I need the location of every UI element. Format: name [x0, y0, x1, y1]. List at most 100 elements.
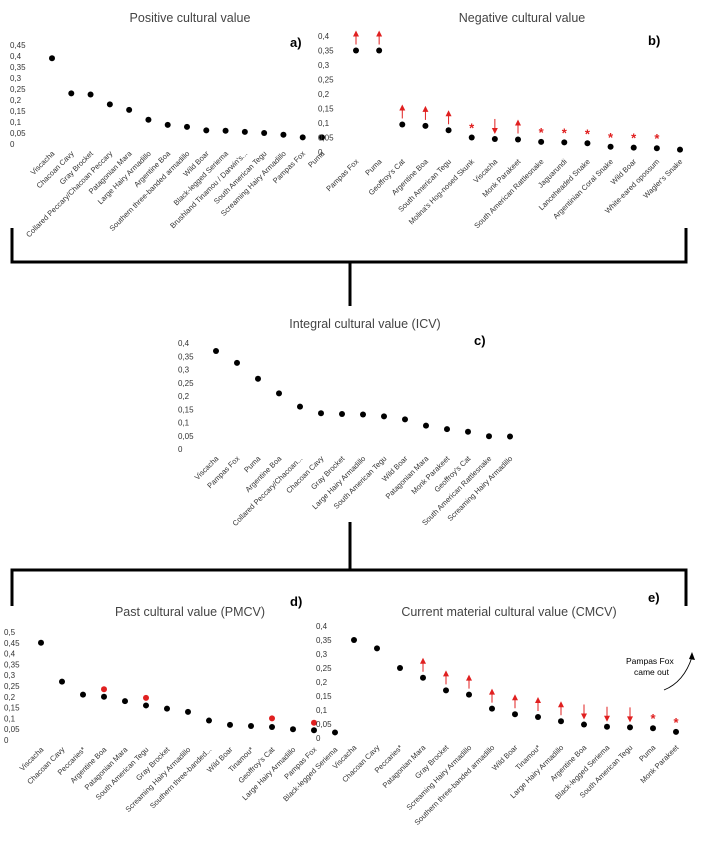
chart-title: Positive cultural value	[130, 11, 251, 25]
x-tick-label: Puma	[306, 148, 327, 169]
y-tick-label: 0,35	[318, 47, 334, 56]
y-tick-label: 0,4	[318, 32, 330, 41]
data-point	[122, 698, 128, 705]
y-tick-label: 0,2	[178, 392, 190, 401]
data-point	[561, 139, 568, 146]
asterisk-marker: *	[608, 130, 614, 145]
highlight-point	[143, 694, 149, 701]
data-point	[353, 47, 359, 54]
y-tick-label: 0,15	[4, 704, 20, 713]
data-point	[184, 123, 190, 130]
data-point	[87, 91, 94, 98]
data-point	[466, 691, 472, 698]
y-tick-label: 0,15	[178, 405, 194, 414]
data-point	[491, 135, 498, 142]
data-point	[558, 718, 564, 725]
asterisk-marker: *	[631, 131, 637, 146]
up-arrowhead	[399, 104, 406, 111]
y-tick-label: 0,4	[316, 622, 328, 631]
data-point	[420, 674, 426, 681]
y-tick-label: 0	[318, 148, 323, 157]
data-point	[653, 145, 660, 152]
data-point	[276, 390, 282, 397]
chart-title: Current material cultural value (CMCV)	[401, 605, 616, 619]
up-arrowhead	[515, 119, 521, 126]
up-arrowhead	[376, 30, 383, 37]
y-tick-label: 0,25	[178, 379, 194, 388]
asterisk-marker: *	[562, 125, 568, 140]
y-tick-label: 0,4	[178, 339, 190, 348]
data-point	[280, 131, 287, 138]
data-point	[227, 721, 233, 728]
down-arrowhead	[491, 127, 498, 134]
data-point	[584, 140, 591, 147]
y-tick-label: 0,05	[316, 720, 332, 729]
data-point	[49, 55, 55, 62]
data-point	[443, 687, 449, 694]
data-point	[126, 106, 133, 113]
data-point	[538, 138, 545, 145]
data-point	[80, 691, 86, 698]
data-point	[581, 721, 587, 728]
x-tick-label: Pampas Fox	[324, 157, 360, 193]
data-point	[213, 347, 219, 354]
y-tick-label: 0,2	[4, 693, 16, 702]
data-point	[241, 128, 248, 135]
down-arrowhead	[627, 716, 633, 723]
data-point	[650, 725, 656, 732]
y-tick-label: 0,4	[10, 52, 22, 61]
asterisk-marker: *	[654, 131, 660, 146]
data-point	[535, 714, 541, 720]
up-arrowhead	[466, 674, 472, 681]
y-tick-label: 0,15	[316, 692, 332, 701]
up-arrowhead	[420, 657, 426, 664]
asterisk-marker: *	[469, 121, 475, 136]
y-tick-label: 0,2	[10, 96, 22, 105]
chart-panel-b: Negative cultural value b) 0 0,05 0,1 0,15 0,2…	[318, 11, 684, 230]
data-point	[423, 422, 429, 429]
y-tick-label: 0,05	[4, 725, 20, 734]
y-tick-label: 0	[178, 445, 183, 454]
data-point	[234, 359, 240, 366]
y-tick-label: 0,4	[4, 650, 16, 659]
data-point	[445, 127, 452, 134]
up-arrowhead	[489, 688, 495, 695]
chart-panel-e: Current material cultural value (CMCV) e)…	[316, 590, 681, 827]
data-point	[397, 665, 403, 671]
y-tick-label: 0,3	[316, 650, 328, 659]
y-tick-label: 0,25	[316, 664, 332, 673]
y-tick-label: 0,45	[10, 41, 26, 50]
data-point	[468, 134, 475, 141]
data-point	[101, 693, 107, 700]
data-point	[248, 722, 254, 729]
y-tick-label: 0,35	[316, 636, 332, 645]
chart-panel-d: Past cultural value (PMCV)d)00,050,10,15…	[4, 594, 340, 814]
y-tick-label: 0,35	[10, 63, 26, 72]
y-tick-label: 0,3	[10, 74, 22, 83]
panel-label: b)	[648, 33, 660, 48]
data-point	[465, 428, 471, 435]
data-point	[332, 729, 338, 736]
y-tick-label: 0,35	[178, 352, 194, 361]
y-tick-label: 0	[4, 736, 9, 745]
data-point	[512, 711, 518, 718]
data-point	[374, 645, 380, 652]
data-point	[59, 678, 65, 685]
data-point	[507, 433, 513, 440]
data-point	[399, 121, 406, 128]
data-point	[261, 130, 268, 136]
up-arrowhead	[512, 694, 518, 701]
asterisk-marker: *	[650, 711, 656, 726]
data-point	[164, 121, 171, 128]
data-point	[677, 146, 683, 153]
y-tick-label: 0,25	[10, 85, 26, 94]
asterisk-marker: *	[585, 126, 591, 141]
highlight-point	[311, 719, 317, 726]
up-arrowhead	[353, 30, 359, 37]
y-tick-label: 0,2	[318, 90, 330, 99]
y-tick-label: 0,1	[316, 706, 328, 715]
up-arrowhead	[535, 697, 541, 703]
data-point	[206, 717, 212, 724]
y-tick-label: 0,3	[4, 671, 16, 680]
data-point	[143, 702, 149, 709]
